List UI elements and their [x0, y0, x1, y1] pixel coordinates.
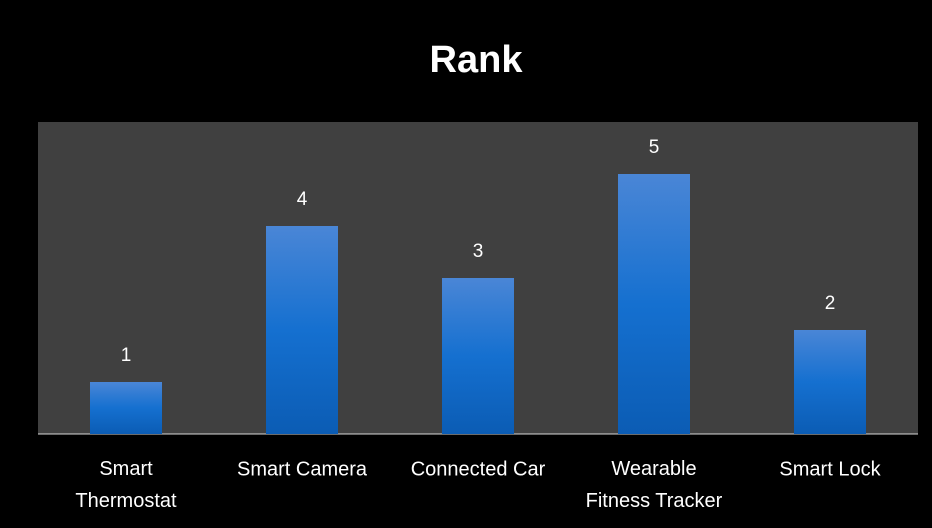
x-tick-label-line: Wearable — [611, 458, 696, 480]
x-tick-label: Wearable Fitness Tracker — [586, 458, 723, 512]
data-label: 3 — [473, 241, 484, 262]
bar — [90, 382, 162, 434]
x-tick-label-line: Smart — [99, 458, 153, 480]
x-tick-label-line: Fitness Tracker — [586, 490, 723, 512]
bar — [794, 330, 866, 434]
x-tick-label: Connected Car — [411, 458, 546, 480]
data-label: 4 — [297, 189, 308, 210]
bar — [442, 278, 514, 434]
chart-title: Rank — [430, 39, 524, 81]
x-tick-label: Smart Camera — [237, 458, 368, 480]
x-tick-label: Smart Thermostat — [75, 458, 177, 512]
data-label: 5 — [649, 137, 660, 158]
bar — [618, 174, 690, 434]
data-label: 2 — [825, 293, 836, 314]
x-tick-label: Smart Lock — [779, 458, 881, 480]
x-tick-label-line: Thermostat — [75, 490, 177, 512]
data-label: 1 — [121, 345, 132, 366]
bar — [266, 226, 338, 434]
